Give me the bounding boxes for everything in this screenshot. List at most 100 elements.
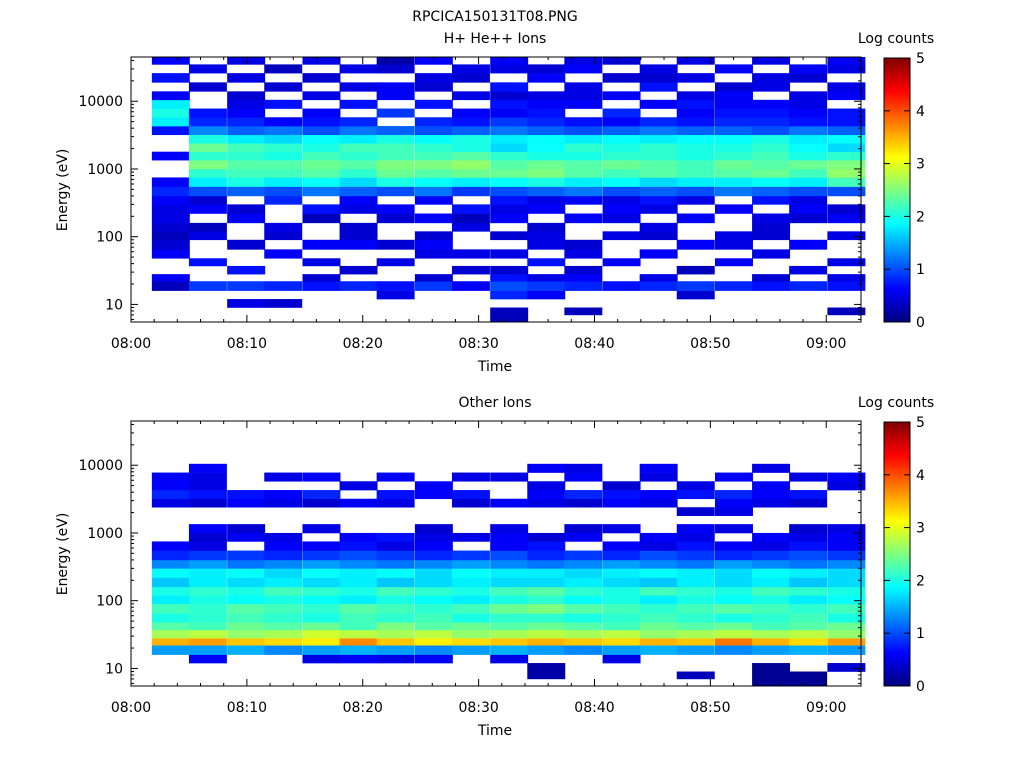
heatmap-cell — [676, 168, 715, 178]
heatmap-cell — [339, 559, 378, 569]
heatmap-cell — [752, 671, 791, 680]
heatmap-cell — [639, 490, 678, 500]
heatmap-cell — [227, 143, 266, 152]
heatmap-cell — [827, 622, 866, 631]
heatmap-cell — [527, 586, 566, 596]
heatmap-cell — [564, 638, 603, 646]
heatmap-cell — [789, 622, 828, 631]
heatmap-cell — [451, 222, 490, 232]
heatmap-cell — [639, 82, 678, 92]
heatmap-cell — [414, 195, 453, 205]
heatmap-cell — [676, 73, 715, 83]
heatmap-cell — [752, 213, 791, 224]
heatmap-cell — [151, 559, 190, 569]
heatmap-cell — [752, 151, 791, 161]
heatmap-cell — [414, 168, 453, 178]
heatmap-cell — [752, 168, 791, 178]
heatmap-cell — [227, 117, 266, 127]
heatmap-cell — [451, 143, 490, 152]
heatmap-cell — [490, 195, 529, 205]
heatmap-cell — [564, 99, 603, 109]
heatmap-cell — [827, 231, 866, 241]
heatmap-cell — [752, 613, 791, 623]
heatmap-cell — [639, 274, 678, 282]
heatmap-cell — [227, 204, 266, 214]
heatmap-cell — [789, 108, 828, 118]
heatmap-cell — [752, 678, 791, 687]
heatmap-cells — [151, 463, 866, 687]
heatmap-cell — [188, 186, 227, 197]
y-axis: 10 100 1000 10000 — [78, 423, 861, 684]
heatmap-cell — [789, 490, 828, 500]
heatmap-cell — [376, 490, 415, 500]
heatmap-cell — [188, 168, 227, 178]
heatmap-cell — [188, 550, 227, 561]
heatmap-cell — [264, 231, 303, 241]
heatmap-cell — [188, 195, 227, 205]
heatmap-cell — [414, 613, 453, 623]
heatmap-cell — [451, 645, 490, 655]
heatmap-cell — [752, 568, 791, 578]
heatmap-cell — [564, 265, 603, 275]
heatmap-cell — [227, 239, 266, 250]
heatmap-cell — [451, 213, 490, 224]
heatmap-cell — [414, 524, 453, 534]
heatmap-cell — [676, 550, 715, 561]
heatmap-cell — [564, 559, 603, 569]
heatmap-cell — [602, 168, 641, 178]
heatmap-cell — [752, 645, 791, 655]
heatmap-cell — [789, 550, 828, 561]
heatmap-cell — [676, 290, 715, 300]
heatmap-cell — [302, 57, 341, 65]
heatmap-cell — [639, 134, 678, 144]
heatmap-cell — [264, 64, 303, 74]
heatmap-cell — [752, 577, 791, 588]
heatmap-cell — [339, 265, 378, 275]
heatmap-cell — [188, 177, 227, 187]
heatmap-cell — [827, 472, 866, 482]
heatmap-cell — [602, 258, 641, 267]
heatmap-cell — [264, 498, 303, 508]
heatmap-cell — [827, 258, 866, 267]
heatmap-cell — [527, 541, 566, 551]
heatmap-cell — [227, 281, 266, 291]
panel-h-he-ions: H+ He++ Ions 08:00 08:10 08:20 08:30 08:40 08… — [55, 31, 934, 375]
heatmap-cell — [676, 524, 715, 534]
heatmap-cell — [302, 177, 341, 187]
heatmap-cell — [414, 559, 453, 569]
heatmap-cell — [827, 204, 866, 214]
heatmap-cell — [789, 559, 828, 569]
heatmap-cell — [676, 559, 715, 569]
heatmap-cell — [414, 160, 453, 170]
heatmap-cell — [414, 143, 453, 152]
colorbar-gradient — [883, 421, 911, 687]
heatmap-cell — [564, 143, 603, 152]
heatmap-cell — [827, 134, 866, 144]
heatmap-cell — [676, 507, 715, 516]
heatmap-cell — [827, 595, 866, 605]
heatmap-cell — [490, 108, 529, 118]
heatmap-cell — [302, 541, 341, 551]
heatmap-cell — [414, 595, 453, 605]
heatmap-cell — [564, 307, 603, 316]
heatmap-cell — [527, 108, 566, 118]
x-axis-label: Time — [477, 723, 512, 739]
heatmap-cell — [527, 490, 566, 500]
heatmap-cell — [451, 498, 490, 508]
heatmap-cell — [339, 595, 378, 605]
heatmap-cell — [451, 134, 490, 144]
heatmap-cell — [376, 654, 415, 664]
heatmap-cell — [639, 595, 678, 605]
heatmap-cell — [715, 82, 753, 92]
heatmap-cell — [676, 195, 715, 205]
heatmap-cell — [564, 629, 603, 639]
heatmap-cell — [827, 532, 866, 542]
y-axis: 10 100 1000 10000 — [78, 59, 861, 320]
heatmap-cell — [752, 541, 791, 551]
heatmap-cell — [376, 472, 415, 482]
heatmap-cell — [151, 126, 190, 136]
heatmap-cell — [789, 638, 828, 646]
heatmap-cell — [789, 239, 828, 250]
heatmap-cell — [339, 481, 378, 491]
heatmap-cell — [451, 126, 490, 136]
